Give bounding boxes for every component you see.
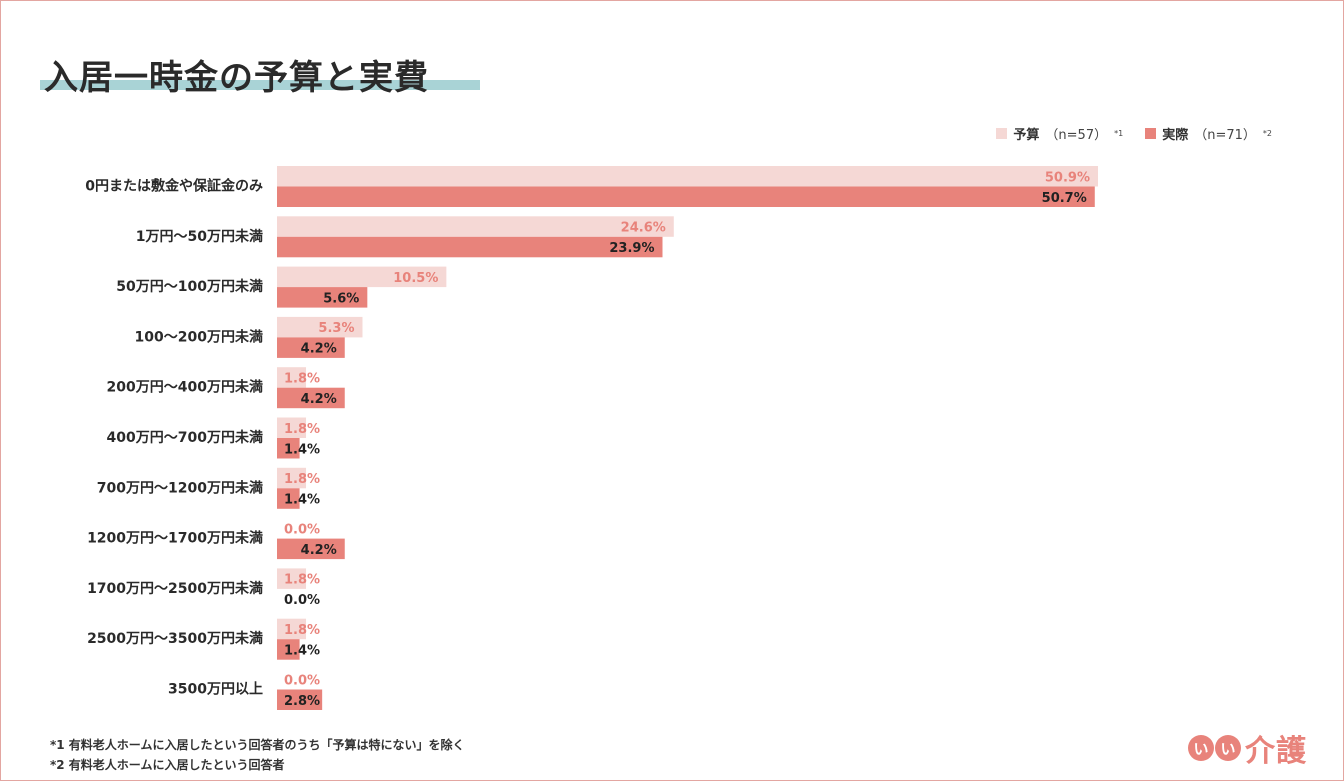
data-label-actual: 50.7% bbox=[1042, 191, 1087, 206]
data-label-budget: 50.9% bbox=[1045, 170, 1090, 185]
data-label-budget: 5.3% bbox=[318, 321, 354, 336]
legend-note-actual: *2 bbox=[1262, 129, 1272, 138]
data-label-budget: 1.8% bbox=[284, 422, 320, 437]
bar-actual bbox=[277, 538, 345, 560]
legend-item-actual: 実際 （n=71） *2 bbox=[1145, 124, 1272, 143]
category-label: 200万円〜400万円未満 bbox=[107, 379, 263, 396]
category-label: 2500万円〜3500万円未満 bbox=[87, 630, 263, 647]
logo-circle-2: い bbox=[1215, 735, 1241, 761]
bar-budget bbox=[277, 316, 363, 338]
category-label: 700万円〜1200万円未満 bbox=[97, 479, 263, 496]
bar-actual bbox=[277, 337, 345, 358]
data-label-actual: 1.4% bbox=[284, 442, 320, 457]
legend-swatch-actual bbox=[1145, 128, 1157, 139]
legend-n-actual: （n=71） bbox=[1194, 128, 1256, 143]
category-label: 0円または敷金や保証金のみ bbox=[85, 178, 263, 195]
category-label: 3500万円以上 bbox=[168, 682, 263, 698]
bar-actual bbox=[277, 236, 663, 258]
data-label-budget: 1.8% bbox=[284, 472, 320, 487]
bar-budget bbox=[277, 618, 307, 640]
data-label-budget: 0.0% bbox=[284, 673, 320, 688]
legend-item-budget: 予算 （n=57） *1 bbox=[996, 124, 1123, 143]
category-label: 50万円〜100万円未満 bbox=[116, 278, 263, 295]
bar-actual bbox=[277, 689, 323, 710]
data-label-budget: 1.8% bbox=[284, 623, 320, 638]
bar-budget bbox=[277, 166, 1098, 187]
legend-n-budget: （n=57） bbox=[1045, 128, 1108, 143]
data-label-actual: 1.4% bbox=[284, 493, 320, 508]
data-label-budget: 10.5% bbox=[393, 271, 438, 286]
category-label: 1万円〜50万円未満 bbox=[136, 228, 263, 245]
data-label-actual: 4.2% bbox=[301, 342, 337, 357]
data-label-actual: 4.2% bbox=[301, 392, 337, 407]
category-label: 1700万円〜2500万円未満 bbox=[87, 580, 263, 597]
chart-title: 入居一時金の予算と実費 bbox=[44, 58, 429, 98]
bar-budget bbox=[277, 367, 307, 388]
bar-actual bbox=[277, 639, 300, 660]
logo-circle-1: い bbox=[1188, 735, 1214, 761]
bar-budget bbox=[277, 568, 307, 589]
legend: 予算 （n=57） *1 実際 （n=71） *2 bbox=[996, 124, 1272, 143]
data-label-actual: 0.0% bbox=[284, 593, 320, 608]
brand-logo: い い 介護 bbox=[1188, 726, 1307, 770]
data-label-budget: 24.6% bbox=[621, 221, 666, 236]
data-label-budget: 1.8% bbox=[284, 371, 320, 386]
data-label-actual: 5.6% bbox=[323, 291, 359, 306]
bar-actual bbox=[277, 186, 1095, 207]
bar-budget bbox=[277, 266, 447, 288]
category-label: 400万円〜700万円未満 bbox=[107, 429, 263, 446]
bar-budget bbox=[277, 417, 307, 438]
bar-actual bbox=[277, 438, 300, 459]
bar-actual bbox=[277, 287, 368, 308]
category-label: 100〜200万円未満 bbox=[135, 328, 263, 345]
title-block: 入居一時金の予算と実費 bbox=[44, 50, 429, 99]
footnotes: *1 有料老人ホームに入居したという回答者のうち「予算は特にない」を除く *2 … bbox=[50, 735, 464, 775]
legend-label-actual: 実際 bbox=[1162, 128, 1189, 143]
bar-actual bbox=[277, 488, 300, 509]
data-label-budget: 0.0% bbox=[284, 522, 320, 537]
legend-note-budget: *1 bbox=[1114, 129, 1124, 138]
bar-budget bbox=[277, 467, 307, 489]
logo-text: 介護 bbox=[1245, 734, 1307, 769]
data-label-actual: 1.4% bbox=[284, 643, 320, 658]
bar-budget bbox=[277, 216, 674, 237]
legend-swatch-budget bbox=[996, 128, 1008, 139]
data-label-actual: 23.9% bbox=[609, 241, 654, 256]
bar-actual bbox=[277, 387, 345, 409]
legend-label-budget: 予算 bbox=[1013, 128, 1040, 143]
footnote-2: *2 有料老人ホームに入居したという回答者 bbox=[50, 758, 285, 772]
footnote-1: *1 有料老人ホームに入居したという回答者のうち「予算は特にない」を除く bbox=[50, 738, 465, 752]
data-label-actual: 4.2% bbox=[301, 543, 337, 558]
category-label: 1200万円〜1700万円未満 bbox=[87, 530, 263, 547]
data-label-actual: 2.8% bbox=[284, 694, 320, 709]
data-label-budget: 1.8% bbox=[284, 573, 320, 588]
title-underline bbox=[40, 80, 480, 90]
